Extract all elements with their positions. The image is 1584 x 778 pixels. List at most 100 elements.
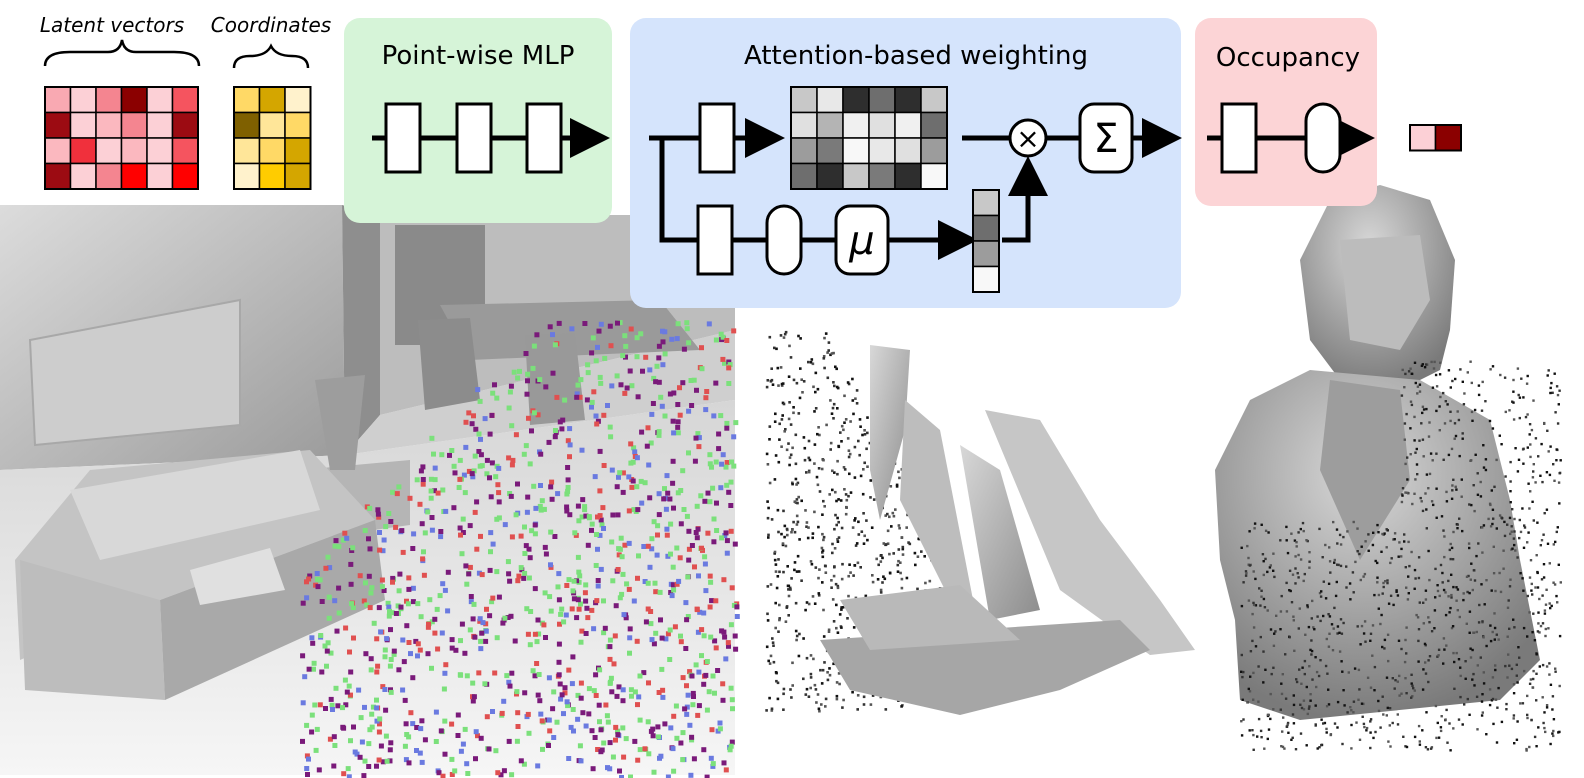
point bbox=[1252, 698, 1255, 701]
point bbox=[525, 371, 531, 377]
point bbox=[1246, 544, 1249, 548]
attention-activation-node bbox=[765, 204, 803, 276]
point bbox=[542, 544, 548, 550]
point bbox=[1291, 573, 1295, 576]
point bbox=[325, 554, 331, 560]
point bbox=[357, 754, 363, 760]
point bbox=[1430, 630, 1434, 633]
point bbox=[804, 693, 808, 696]
point bbox=[1436, 721, 1439, 725]
point bbox=[1476, 664, 1479, 667]
point bbox=[556, 641, 562, 647]
point bbox=[1437, 654, 1440, 657]
point bbox=[1546, 542, 1550, 545]
point bbox=[1403, 533, 1406, 536]
point bbox=[1482, 682, 1486, 685]
point bbox=[1488, 703, 1492, 707]
mean-pool-node bbox=[834, 204, 890, 276]
point bbox=[792, 411, 795, 415]
point bbox=[1387, 602, 1391, 605]
point bbox=[707, 452, 713, 458]
point bbox=[1454, 377, 1457, 381]
point bbox=[498, 772, 504, 778]
attention-cell bbox=[894, 86, 922, 114]
point bbox=[1248, 530, 1251, 533]
point bbox=[1493, 638, 1496, 641]
attention-cell bbox=[868, 111, 896, 139]
point bbox=[1335, 528, 1339, 531]
point bbox=[797, 495, 800, 499]
point bbox=[496, 465, 502, 471]
point bbox=[1512, 390, 1515, 393]
occupancy-activation-node bbox=[1304, 102, 1342, 174]
point bbox=[1320, 718, 1323, 721]
point bbox=[1522, 462, 1525, 465]
attention-cell bbox=[790, 111, 818, 139]
point bbox=[1556, 601, 1559, 604]
point bbox=[675, 402, 681, 407]
point bbox=[449, 756, 455, 762]
point bbox=[396, 484, 402, 490]
point bbox=[765, 645, 769, 649]
point bbox=[1524, 415, 1528, 419]
point bbox=[1248, 564, 1252, 567]
point bbox=[805, 687, 809, 691]
point bbox=[659, 635, 665, 641]
point bbox=[607, 637, 613, 643]
point bbox=[1507, 653, 1510, 656]
point bbox=[1450, 626, 1454, 630]
point bbox=[1423, 642, 1427, 646]
point bbox=[786, 565, 789, 568]
point bbox=[627, 650, 632, 656]
point bbox=[1329, 733, 1332, 737]
point bbox=[1267, 728, 1271, 731]
point bbox=[817, 426, 820, 429]
point bbox=[905, 526, 908, 529]
point bbox=[340, 724, 346, 730]
point bbox=[484, 471, 490, 477]
point bbox=[823, 661, 826, 664]
point bbox=[804, 608, 807, 612]
point bbox=[778, 617, 781, 620]
coordinate-cell bbox=[284, 137, 312, 165]
point bbox=[731, 463, 737, 469]
point bbox=[571, 728, 576, 734]
point bbox=[1526, 446, 1529, 449]
point bbox=[615, 728, 620, 734]
point bbox=[650, 401, 656, 406]
point bbox=[331, 763, 337, 769]
point bbox=[809, 672, 813, 676]
point bbox=[1532, 519, 1535, 522]
point bbox=[770, 709, 774, 712]
point bbox=[665, 490, 671, 496]
point bbox=[642, 480, 648, 486]
point bbox=[1553, 479, 1556, 482]
point bbox=[838, 682, 841, 686]
point bbox=[1292, 703, 1296, 707]
point bbox=[1492, 517, 1495, 520]
point bbox=[686, 528, 692, 534]
point bbox=[496, 499, 502, 505]
point bbox=[834, 365, 837, 369]
point bbox=[616, 552, 622, 558]
point bbox=[1417, 628, 1421, 631]
point bbox=[640, 368, 645, 374]
point bbox=[1398, 674, 1401, 678]
point bbox=[1529, 455, 1532, 459]
point bbox=[1376, 561, 1379, 565]
point bbox=[1468, 610, 1472, 613]
point bbox=[836, 472, 839, 476]
point bbox=[393, 611, 399, 616]
point bbox=[777, 530, 780, 534]
point bbox=[1275, 614, 1278, 617]
point bbox=[1520, 377, 1523, 380]
point bbox=[1367, 549, 1370, 552]
point bbox=[515, 724, 521, 729]
point bbox=[462, 650, 468, 656]
point bbox=[554, 394, 560, 400]
point bbox=[490, 595, 496, 601]
point bbox=[684, 617, 690, 623]
point bbox=[768, 481, 772, 485]
point bbox=[1264, 529, 1268, 532]
point bbox=[1269, 628, 1273, 631]
